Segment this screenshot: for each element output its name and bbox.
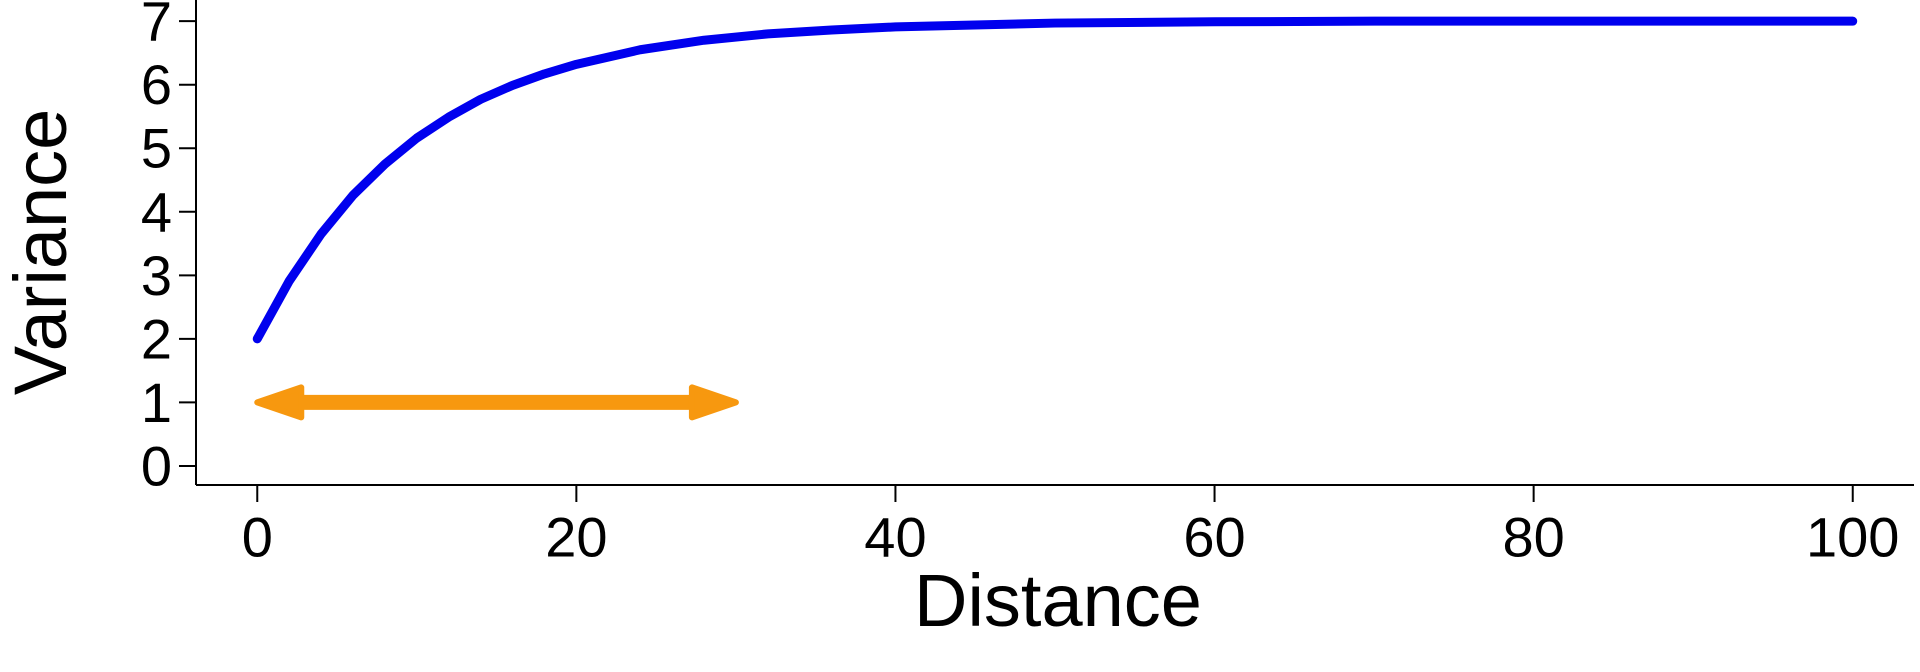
y-tick-label: 1 — [141, 371, 172, 434]
x-tick-label: 40 — [864, 506, 926, 569]
y-tick-label: 0 — [141, 434, 172, 497]
x-tick-label: 80 — [1502, 506, 1564, 569]
arrow-head — [254, 384, 305, 421]
y-tick-label: 5 — [141, 117, 172, 180]
arrow-head — [688, 384, 739, 421]
x-tick-label: 20 — [545, 506, 607, 569]
x-axis-title: Distance — [914, 559, 1202, 642]
y-tick-label: 2 — [141, 307, 172, 370]
y-axis-title: Variance — [0, 109, 82, 396]
range-arrow — [254, 384, 739, 421]
y-tick-label: 4 — [141, 180, 172, 243]
data-line — [252, 16, 1858, 344]
y-tick-label: 7 — [141, 0, 172, 53]
x-tick-label: 100 — [1806, 506, 1899, 569]
x-tick-label: 60 — [1183, 506, 1245, 569]
y-tick-label: 6 — [141, 53, 172, 116]
x-tick-label: 0 — [242, 506, 273, 569]
y-tick-label: 3 — [141, 244, 172, 307]
